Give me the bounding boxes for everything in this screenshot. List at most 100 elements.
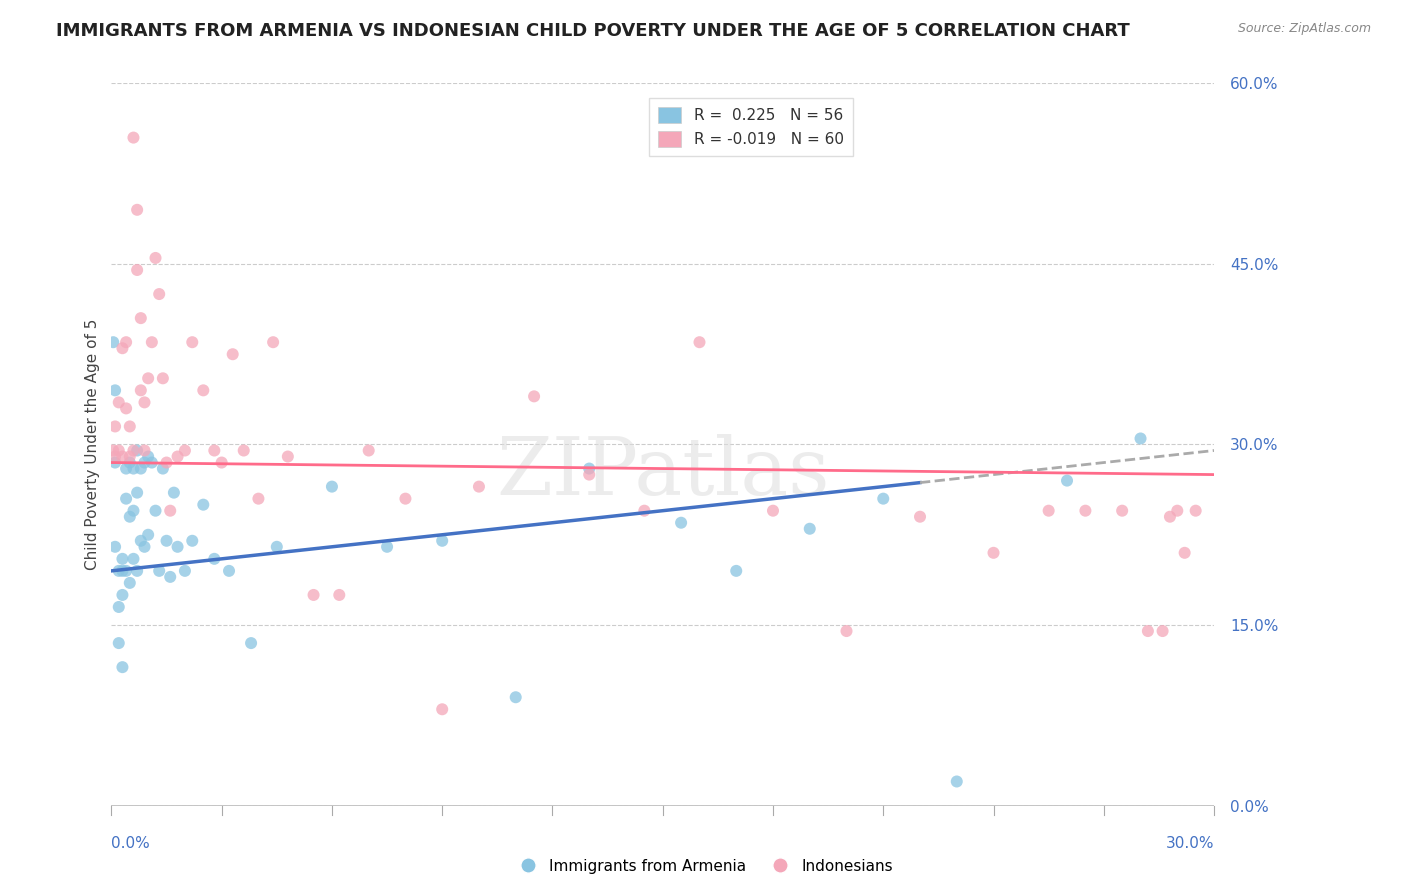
Text: 30.0%: 30.0%	[1166, 836, 1213, 851]
Point	[181, 335, 204, 350]
Point	[141, 335, 163, 350]
Point	[122, 461, 145, 475]
Point	[107, 564, 129, 578]
Legend: R =  0.225   N = 56, R = -0.019   N = 60: R = 0.225 N = 56, R = -0.019 N = 60	[650, 98, 852, 156]
Point	[202, 443, 225, 458]
Point	[375, 540, 398, 554]
Point	[115, 491, 138, 506]
Point	[152, 461, 174, 475]
Legend: Immigrants from Armenia, Indonesians: Immigrants from Armenia, Indonesians	[506, 853, 900, 880]
Point	[155, 456, 177, 470]
Point	[129, 384, 152, 398]
Point	[1136, 624, 1159, 638]
Point	[181, 533, 204, 548]
Point	[111, 588, 134, 602]
Point	[159, 570, 181, 584]
Point	[159, 504, 181, 518]
Point	[122, 443, 145, 458]
Text: Source: ZipAtlas.com: Source: ZipAtlas.com	[1237, 22, 1371, 36]
Point	[129, 461, 152, 475]
Point	[103, 335, 125, 350]
Point	[302, 588, 325, 602]
Point	[111, 551, 134, 566]
Point	[468, 480, 491, 494]
Point	[122, 130, 145, 145]
Point	[277, 450, 299, 464]
Point	[107, 395, 129, 409]
Point	[1056, 474, 1078, 488]
Point	[908, 509, 931, 524]
Point	[211, 456, 233, 470]
Point	[321, 480, 343, 494]
Point	[118, 456, 141, 470]
Point	[111, 450, 134, 464]
Point	[1038, 504, 1060, 518]
Point	[247, 491, 270, 506]
Point	[328, 588, 350, 602]
Point	[633, 504, 655, 518]
Point	[232, 443, 254, 458]
Point	[1152, 624, 1174, 638]
Point	[127, 443, 149, 458]
Point	[104, 456, 127, 470]
Point	[835, 624, 858, 638]
Point	[129, 533, 152, 548]
Point	[523, 389, 546, 403]
Point	[193, 498, 215, 512]
Point	[155, 533, 177, 548]
Point	[103, 443, 125, 458]
Point	[104, 540, 127, 554]
Point	[145, 251, 167, 265]
Point	[240, 636, 263, 650]
Point	[127, 202, 149, 217]
Point	[111, 564, 134, 578]
Point	[799, 522, 821, 536]
Point	[134, 443, 156, 458]
Point	[166, 450, 188, 464]
Point	[218, 564, 240, 578]
Point	[725, 564, 748, 578]
Point	[505, 690, 527, 705]
Point	[118, 575, 141, 590]
Point	[104, 419, 127, 434]
Point	[432, 702, 454, 716]
Point	[107, 599, 129, 614]
Point	[118, 509, 141, 524]
Point	[945, 774, 967, 789]
Point	[262, 335, 284, 350]
Point	[118, 450, 141, 464]
Text: 0.0%: 0.0%	[111, 836, 150, 851]
Point	[872, 491, 894, 506]
Point	[145, 504, 167, 518]
Point	[111, 660, 134, 674]
Point	[134, 456, 156, 470]
Point	[122, 551, 145, 566]
Point	[152, 371, 174, 385]
Point	[1166, 504, 1188, 518]
Point	[127, 485, 149, 500]
Point	[578, 467, 600, 482]
Point	[111, 341, 134, 355]
Point	[127, 263, 149, 277]
Point	[174, 564, 197, 578]
Point	[148, 564, 170, 578]
Point	[104, 450, 127, 464]
Point	[115, 335, 138, 350]
Point	[136, 371, 159, 385]
Point	[174, 443, 197, 458]
Point	[688, 335, 710, 350]
Point	[669, 516, 692, 530]
Point	[136, 528, 159, 542]
Point	[166, 540, 188, 554]
Point	[266, 540, 288, 554]
Point	[1074, 504, 1097, 518]
Point	[394, 491, 416, 506]
Point	[193, 384, 215, 398]
Point	[432, 533, 454, 548]
Point	[202, 551, 225, 566]
Point	[222, 347, 245, 361]
Point	[134, 395, 156, 409]
Point	[148, 287, 170, 301]
Point	[115, 564, 138, 578]
Point	[107, 636, 129, 650]
